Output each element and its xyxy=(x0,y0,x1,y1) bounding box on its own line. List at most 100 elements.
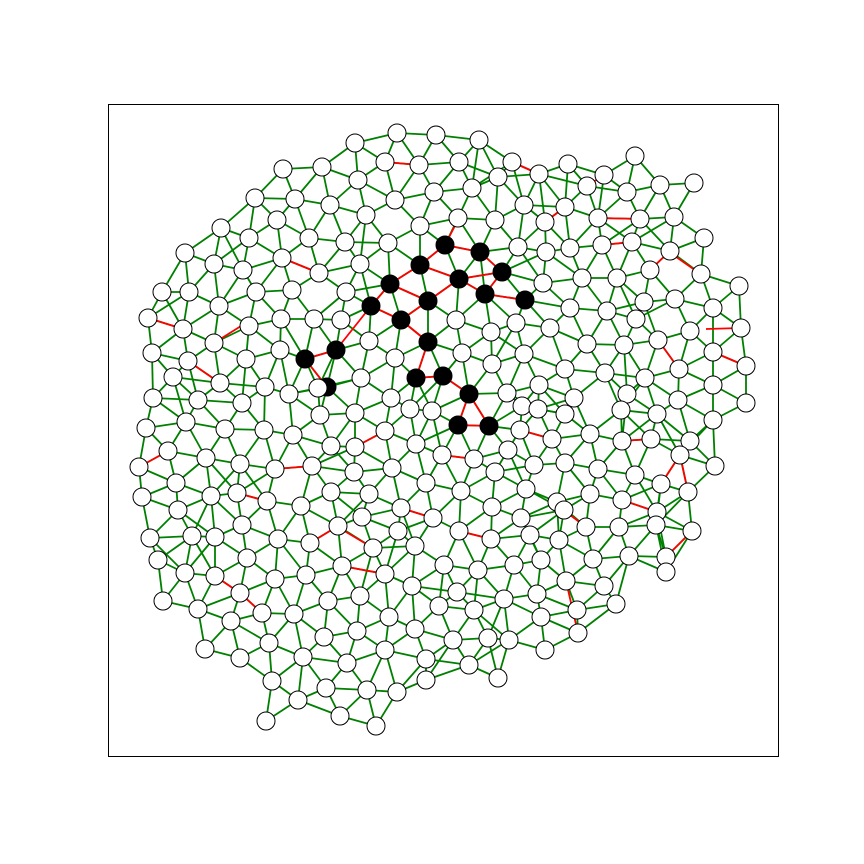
network-node xyxy=(347,621,367,641)
network-node xyxy=(595,363,615,383)
network-node xyxy=(268,529,288,549)
network-node xyxy=(498,440,518,460)
network-node xyxy=(267,210,287,230)
selected-node xyxy=(418,332,438,352)
network-node xyxy=(694,228,714,248)
network-node xyxy=(499,630,519,650)
network-node xyxy=(481,529,501,549)
network-node xyxy=(142,343,162,363)
network-node xyxy=(664,207,684,227)
network-node xyxy=(564,388,584,408)
network-node xyxy=(646,515,666,535)
network-node xyxy=(510,420,530,440)
network-node xyxy=(449,152,469,172)
network-node xyxy=(283,425,303,445)
network-node xyxy=(230,454,250,474)
network-node xyxy=(612,490,632,510)
selected-node xyxy=(410,255,430,275)
network-node xyxy=(528,399,548,419)
network-node xyxy=(375,564,395,584)
network-node xyxy=(230,648,250,668)
network-node xyxy=(529,375,549,395)
network-node xyxy=(481,322,501,342)
network-node xyxy=(592,235,612,255)
network-node xyxy=(535,640,555,660)
network-node xyxy=(588,459,608,479)
network-node xyxy=(647,404,667,424)
network-node xyxy=(259,633,279,653)
selected-node xyxy=(326,340,346,360)
selected-node xyxy=(418,291,438,311)
network-node xyxy=(387,682,407,702)
network-node xyxy=(426,125,446,145)
network-node xyxy=(731,318,751,338)
network-node xyxy=(391,498,411,518)
network-node xyxy=(148,550,168,570)
network-node xyxy=(580,424,600,444)
network-node xyxy=(385,348,405,368)
network-node xyxy=(291,496,311,516)
network-node xyxy=(703,298,723,318)
network-node xyxy=(335,232,355,252)
network-node xyxy=(271,309,291,329)
selected-node xyxy=(391,310,411,330)
network-node xyxy=(211,218,231,238)
network-node xyxy=(560,298,580,318)
network-node xyxy=(285,189,305,209)
network-node xyxy=(143,388,163,408)
network-node xyxy=(345,437,365,457)
network-node xyxy=(196,448,216,468)
network-node xyxy=(265,459,285,479)
network-node xyxy=(402,576,422,596)
network-node xyxy=(572,268,592,288)
network-node xyxy=(527,584,547,604)
network-node xyxy=(736,393,756,413)
network-node xyxy=(204,254,224,274)
network-node xyxy=(625,146,645,166)
network-node xyxy=(337,653,357,673)
network-node xyxy=(514,195,534,215)
network-node xyxy=(262,671,282,691)
network-node xyxy=(300,533,320,553)
network-node xyxy=(314,627,334,647)
network-node xyxy=(606,594,626,614)
network-node xyxy=(129,457,149,477)
network-node xyxy=(478,628,498,648)
network-node xyxy=(464,600,484,620)
network-node xyxy=(449,521,469,541)
network-node xyxy=(729,276,749,296)
network-node xyxy=(485,210,505,230)
network-node xyxy=(432,445,452,465)
network-node xyxy=(583,549,603,569)
network-node xyxy=(555,404,575,424)
network-node xyxy=(506,313,526,333)
network-node xyxy=(175,563,195,583)
network-node xyxy=(310,405,330,425)
network-node xyxy=(577,334,597,354)
network-node xyxy=(703,342,723,362)
network-node xyxy=(140,528,160,548)
network-node xyxy=(482,497,502,517)
network-node xyxy=(179,282,199,302)
network-node xyxy=(512,396,532,416)
selected-node xyxy=(479,416,499,436)
network-node xyxy=(215,419,235,439)
network-node xyxy=(462,178,482,198)
network-node xyxy=(594,165,614,185)
network-node xyxy=(703,410,723,430)
network-node xyxy=(299,228,319,248)
network-node xyxy=(348,170,368,190)
selected-node xyxy=(492,262,512,282)
network-node xyxy=(344,462,364,482)
network-node xyxy=(617,384,637,404)
network-node xyxy=(560,238,580,258)
network-node xyxy=(284,604,304,624)
selected-node xyxy=(406,368,426,388)
network-node xyxy=(345,133,365,153)
network-node xyxy=(511,508,531,528)
network-node xyxy=(321,482,341,502)
network-node xyxy=(375,640,395,660)
selected-node xyxy=(448,415,468,435)
network-node xyxy=(182,526,202,546)
network-node xyxy=(166,473,186,493)
